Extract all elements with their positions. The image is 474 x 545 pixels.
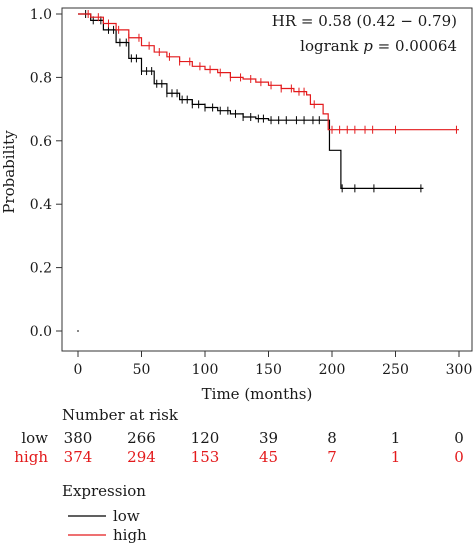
x-tick-label: 200: [319, 362, 346, 378]
risk-value-high: 0: [454, 448, 464, 466]
logrank-prefix: logrank: [300, 37, 359, 55]
survival-curve-high: [78, 13, 459, 131]
y-axis-label: Probability: [0, 130, 18, 214]
risk-value-low: 120: [191, 429, 220, 447]
y-tick-label: 0.6: [30, 134, 52, 150]
y-tick-label: 0.4: [30, 197, 52, 213]
risk-value-low: 8: [327, 429, 337, 447]
legend-label-low: low: [113, 507, 140, 525]
risk-value-low: 266: [127, 429, 156, 447]
x-tick-label: 150: [255, 362, 282, 378]
x-tick-label: 250: [382, 362, 409, 378]
x-tick-label: 100: [192, 362, 219, 378]
legend-title: Expression: [62, 482, 146, 500]
risk-value-low: 1: [391, 429, 401, 447]
risk-value-high: 153: [191, 448, 220, 466]
logrank-annotation: logrank p = 0.00064: [300, 37, 457, 55]
x-tick-label: 300: [446, 362, 473, 378]
risk-row-label-low: low: [21, 429, 48, 447]
x-axis: 0 50 100 150 200 250 300: [74, 330, 473, 378]
y-axis: 0.0 0.2 0.4 0.6 0.8 1.0: [30, 7, 62, 340]
risk-value-high: 45: [259, 448, 278, 466]
origin-dot: [77, 330, 79, 332]
legend-label-high: high: [113, 526, 147, 544]
risk-row-label-high: high: [14, 448, 48, 466]
plot-frame: [61, 7, 473, 352]
x-tick-label: 0: [74, 362, 83, 378]
logrank-p-value: = 0.00064: [378, 37, 457, 55]
y-tick-label: 1.0: [30, 7, 52, 23]
y-tick-label: 0.2: [30, 261, 52, 277]
risk-value-high: 1: [391, 448, 401, 466]
risk-value-low: 0: [454, 429, 464, 447]
hazard-ratio-annotation: HR = 0.58 (0.42 − 0.79): [272, 12, 457, 30]
x-tick-label: 50: [133, 362, 151, 378]
x-axis-label: Time (months): [202, 385, 313, 403]
risk-table-title: Number at risk: [62, 406, 179, 424]
risk-table-values: 380 266 120 39 8 1 0 374 294 153 45 7 1 0: [64, 429, 464, 466]
y-tick-label: 0.8: [30, 70, 52, 86]
logrank-p-symbol: p: [363, 37, 373, 55]
y-tick-label: 0.0: [30, 324, 52, 340]
risk-value-high: 294: [127, 448, 156, 466]
risk-value-low: 380: [64, 429, 93, 447]
survival-curves: [78, 10, 459, 193]
risk-value-high: 7: [327, 448, 337, 466]
risk-value-high: 374: [64, 448, 93, 466]
risk-value-low: 39: [259, 429, 278, 447]
